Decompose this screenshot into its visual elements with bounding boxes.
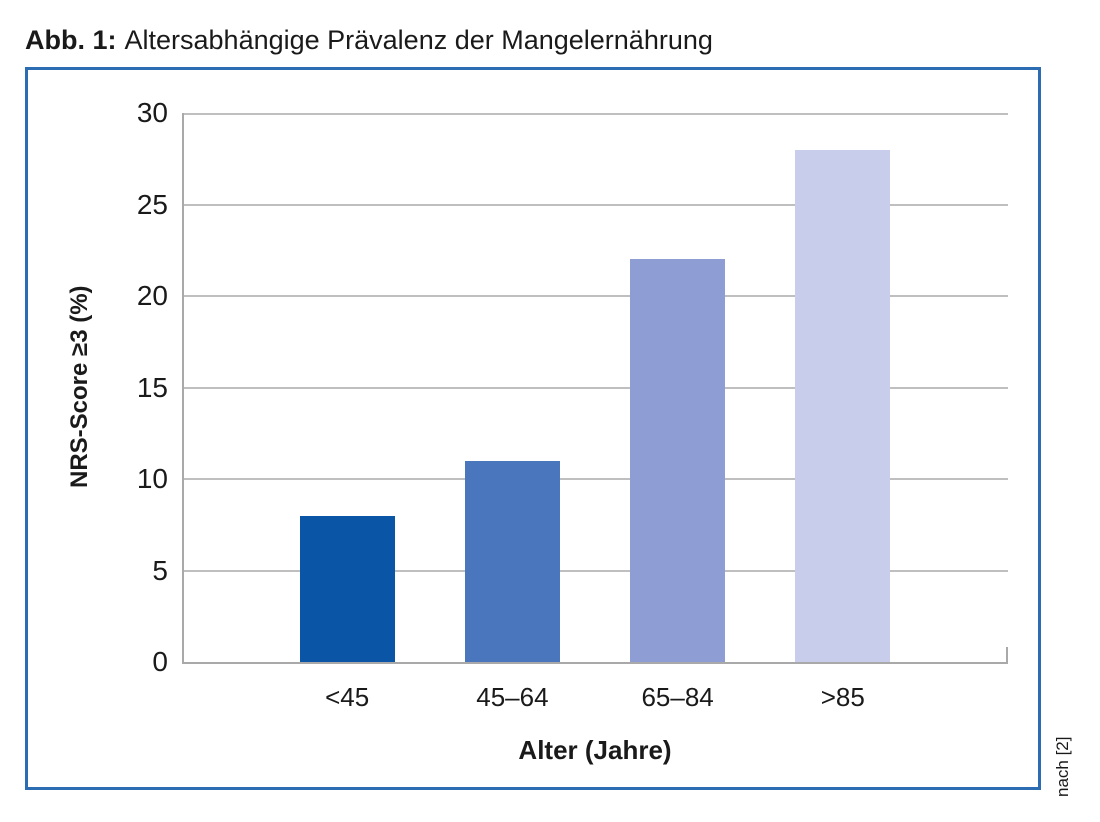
chart-frame: NRS-Score ≥3 (%) 0 5 10 15 20 25 30 <45 45–64 65…: [25, 67, 1041, 790]
y-tick-label: 15: [136, 371, 168, 403]
figure-title-text: Altersabhängige Prävalenz der Mangelernä…: [124, 25, 713, 55]
gridline: [182, 295, 1008, 297]
x-tick-label: 65–84: [641, 682, 714, 712]
plot-area: 0 5 10 15 20 25 30 <45 45–64 65–84 >85: [137, 97, 1008, 712]
gridline: [182, 386, 1008, 389]
source-note: nach [2]: [1053, 736, 1072, 798]
y-tick-label: 25: [136, 188, 168, 220]
gridline: [182, 569, 1008, 572]
x-axis-title: Alter (Jahre): [518, 735, 672, 765]
x-axis-end-tick: [1006, 647, 1008, 662]
y-axis-title: NRS-Score ≥3 (%): [66, 285, 93, 488]
gridline: [182, 478, 1008, 480]
x-axis-line: [182, 662, 1008, 664]
gridline: [182, 113, 1008, 115]
bar: [299, 515, 395, 662]
gridline: [182, 203, 1008, 206]
figure-caption: Abb. 1: Altersabhängige Prävalenz der Man…: [25, 24, 713, 56]
x-tick-label: <45: [325, 682, 370, 712]
y-tick-label: 30: [136, 97, 168, 128]
y-axis-line: [182, 113, 184, 664]
y-tick-label: 20: [136, 280, 168, 311]
x-tick-label: >85: [820, 682, 865, 712]
x-tick-label: 45–64: [476, 682, 549, 712]
bar: [464, 460, 560, 662]
bar: [795, 149, 891, 662]
y-tick-label: 5: [152, 554, 168, 586]
y-tick-label: 0: [152, 646, 168, 677]
bar: [630, 259, 726, 662]
figure-label: Abb. 1:: [25, 25, 117, 55]
y-tick-label: 10: [136, 463, 168, 494]
